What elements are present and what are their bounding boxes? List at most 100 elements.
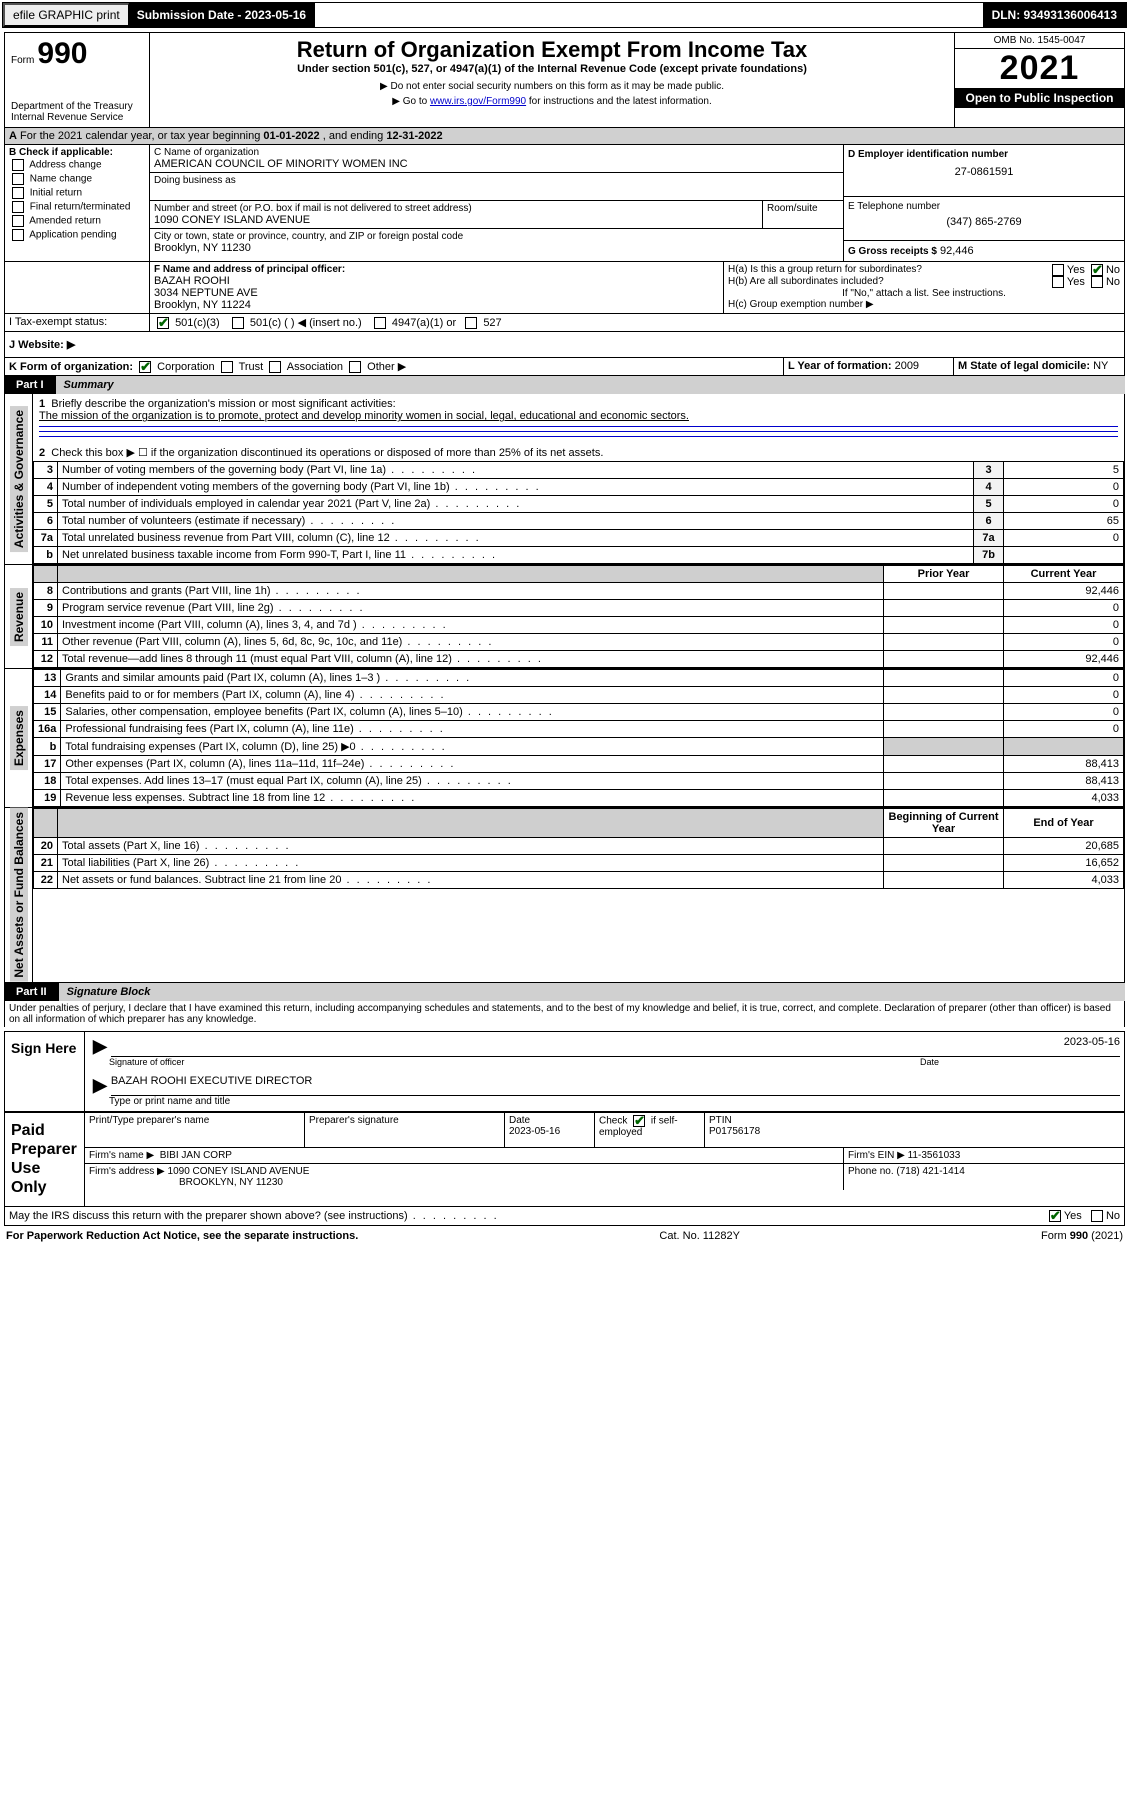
cb-amended[interactable] (12, 215, 24, 227)
dba-label: Doing business as (154, 175, 839, 186)
l1-label: Briefly describe the organization's miss… (51, 398, 395, 410)
cb-527[interactable] (465, 317, 477, 329)
submission-date: Submission Date - 2023-05-16 (129, 3, 315, 27)
form-number: 990 (37, 37, 87, 70)
line-j: J Website: ▶ (4, 332, 1125, 358)
city: Brooklyn, NY 11230 (154, 242, 839, 254)
box-d-label: D Employer identification number (848, 149, 1120, 160)
cb-initial-return[interactable] (12, 187, 24, 199)
form-word: Form (11, 55, 34, 66)
tax-year: 2021 (955, 49, 1124, 88)
l2-text: Check this box ▶ ☐ if the organization d… (51, 447, 603, 459)
department: Department of the Treasury (11, 101, 143, 112)
cb-ha-yes[interactable] (1052, 264, 1064, 276)
box-c-label: C Name of organization (154, 147, 839, 158)
side-na: Net Assets or Fund Balances (10, 808, 28, 982)
part2-header: Part II Signature Block (4, 983, 1125, 1001)
toolbar-spacer (315, 3, 983, 27)
ha-label: H(a) Is this a group return for subordin… (728, 264, 922, 276)
discuss-line: May the IRS discuss this return with the… (4, 1207, 1125, 1226)
prep-name-label: Print/Type preparer's name (85, 1113, 305, 1147)
h-note: If "No," attach a list. See instructions… (728, 288, 1120, 299)
dln: DLN: 93493136006413 (984, 3, 1126, 27)
form990-link[interactable]: www.irs.gov/Form990 (430, 96, 526, 107)
cb-other[interactable] (349, 361, 361, 373)
street-label: Number and street (or P.O. box if mail i… (154, 203, 758, 214)
officer-name-title: BAZAH ROOHI EXECUTIVE DIRECTOR (111, 1075, 1120, 1096)
line-klm: K Form of organization: Corporation Trus… (4, 358, 1125, 376)
footer: For Paperwork Reduction Act Notice, see … (4, 1226, 1125, 1246)
gross-receipts: 92,446 (940, 245, 974, 257)
cb-hb-yes[interactable] (1052, 276, 1064, 288)
table-expenses: 13Grants and similar amounts paid (Part … (33, 669, 1124, 807)
arrow-icon: ▶ (89, 1075, 111, 1096)
sign-here-label: Sign Here (5, 1032, 85, 1111)
cb-501c3[interactable] (157, 317, 169, 329)
part1-header: Part I Summary (4, 376, 1125, 394)
officer-addr1: 3034 NEPTUNE AVE (154, 287, 719, 299)
cb-name-change[interactable] (12, 173, 24, 185)
org-name: AMERICAN COUNCIL OF MINORITY WOMEN INC (154, 158, 839, 170)
sig-officer-label: Signature of officer (109, 1057, 920, 1067)
cb-discuss-yes[interactable] (1049, 1210, 1061, 1222)
footer-left: For Paperwork Reduction Act Notice, see … (6, 1230, 358, 1242)
cb-address-change[interactable] (12, 159, 24, 171)
form-subtitle: Under section 501(c), 527, or 4947(a)(1)… (154, 63, 950, 75)
section-bcdeg: B Check if applicable: Address change Na… (4, 145, 1125, 262)
officer-name: BAZAH ROOHI (154, 275, 719, 287)
sign-date: 2023-05-16 (1064, 1036, 1120, 1048)
sig-date-label: Date (920, 1057, 1120, 1067)
mission: The mission of the organization is to pr… (39, 410, 689, 422)
omb-number: OMB No. 1545-0047 (955, 33, 1124, 49)
ein: 27-0861591 (848, 166, 1120, 178)
section-expenses: Expenses 13Grants and similar amounts pa… (4, 669, 1125, 808)
irs: Internal Revenue Service (11, 112, 143, 123)
table-revenue: Prior YearCurrent Year8Contributions and… (33, 565, 1124, 668)
section-net-assets: Net Assets or Fund Balances Beginning of… (4, 808, 1125, 983)
arrow-icon: ▶ (89, 1036, 111, 1057)
cb-assoc[interactable] (269, 361, 281, 373)
cb-ha-no[interactable] (1091, 264, 1103, 276)
footer-mid: Cat. No. 11282Y (659, 1230, 740, 1242)
cb-501c[interactable] (232, 317, 244, 329)
prep-sig-label: Preparer's signature (305, 1113, 505, 1147)
phone: (347) 865-2769 (848, 216, 1120, 228)
cb-self-employed[interactable] (633, 1115, 645, 1127)
side-rev: Revenue (10, 588, 28, 646)
form-note1: ▶ Do not enter social security numbers o… (154, 81, 950, 92)
box-b-title: B Check if applicable: (9, 147, 145, 158)
cb-discuss-no[interactable] (1091, 1210, 1103, 1222)
section-fh: F Name and address of principal officer:… (4, 262, 1125, 314)
line-i: I Tax-exempt status: 501(c)(3) 501(c) ( … (4, 314, 1125, 332)
open-public: Open to Public Inspection (955, 88, 1124, 108)
hc-label: H(c) Group exemption number ▶ (728, 299, 1120, 310)
city-label: City or town, state or province, country… (154, 231, 839, 242)
name-title-label: Type or print name and title (89, 1096, 1120, 1107)
footer-right: Form 990 (2021) (1041, 1230, 1123, 1242)
table-net-assets: Beginning of Current YearEnd of Year20To… (33, 808, 1124, 889)
table-ag: 3Number of voting members of the governi… (33, 461, 1124, 564)
cb-hb-no[interactable] (1091, 276, 1103, 288)
form-title: Return of Organization Exempt From Incom… (154, 37, 950, 63)
form-note2: ▶ Go to www.irs.gov/Form990 for instruct… (154, 96, 950, 107)
form-header: Form 990 Department of the Treasury Inte… (4, 32, 1125, 128)
cb-4947[interactable] (374, 317, 386, 329)
cb-corp[interactable] (139, 361, 151, 373)
cb-trust[interactable] (221, 361, 233, 373)
hb-label: H(b) Are all subordinates included? (728, 276, 884, 288)
box-f-label: F Name and address of principal officer: (154, 264, 719, 275)
cb-app-pending[interactable] (12, 229, 24, 241)
declaration-text: Under penalties of perjury, I declare th… (4, 1001, 1125, 1027)
side-ag: Activities & Governance (10, 406, 28, 552)
cb-final-return[interactable] (12, 201, 24, 213)
side-exp: Expenses (10, 706, 28, 770)
top-toolbar: efile GRAPHIC print Submission Date - 20… (2, 2, 1127, 28)
street: 1090 CONEY ISLAND AVENUE (154, 214, 758, 226)
box-e-label: E Telephone number (848, 201, 1120, 212)
room-label: Room/suite (763, 201, 843, 228)
officer-addr2: Brooklyn, NY 11224 (154, 299, 719, 311)
paid-preparer-block: Paid Preparer Use Only Print/Type prepar… (4, 1113, 1125, 1207)
line-a-period: A For the 2021 calendar year, or tax yea… (4, 128, 1125, 145)
section-revenue: Revenue Prior YearCurrent Year8Contribut… (4, 565, 1125, 669)
efile-print-button[interactable]: efile GRAPHIC print (3, 3, 129, 27)
